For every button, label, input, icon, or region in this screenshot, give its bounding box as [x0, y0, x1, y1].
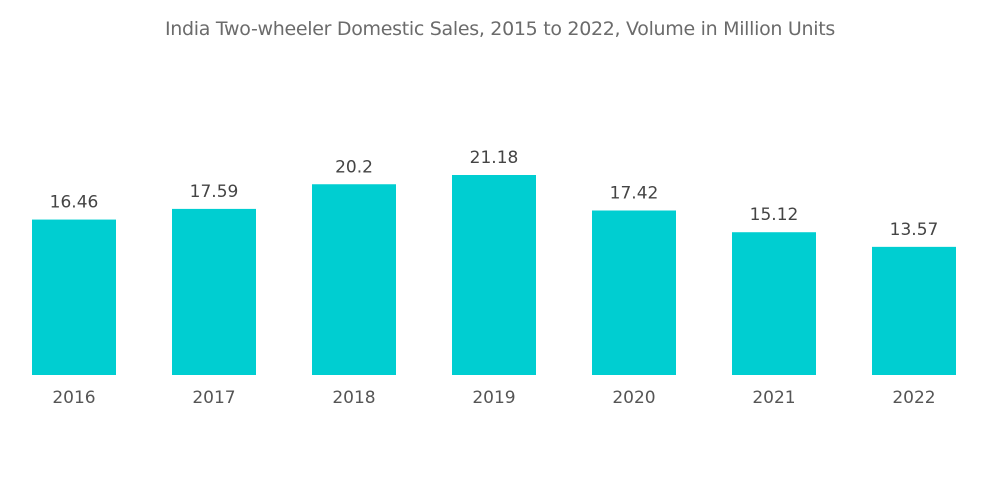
value-label-2017: 17.59 — [190, 182, 239, 202]
bar-2020 — [592, 210, 676, 375]
bar-2018 — [312, 184, 396, 375]
x-tick-label-2016: 2016 — [52, 388, 95, 408]
value-label-2021: 15.12 — [750, 205, 799, 225]
x-tick-label-2017: 2017 — [192, 388, 235, 408]
bar-2022 — [872, 246, 956, 375]
chart-title: India Two-wheeler Domestic Sales, 2015 t… — [165, 18, 835, 40]
value-label-2019: 21.18 — [470, 148, 519, 168]
x-tick-label-2021: 2021 — [752, 388, 795, 408]
value-label-2022: 13.57 — [890, 220, 939, 240]
x-tick-label-2018: 2018 — [332, 388, 375, 408]
x-axis-ticks-group: 2016 2017 2018 2019 2020 2021 2022 — [52, 388, 935, 408]
bar-2016 — [32, 219, 116, 375]
x-tick-label-2020: 2020 — [612, 388, 655, 408]
value-label-2016: 16.46 — [50, 193, 99, 213]
value-label-2020: 17.42 — [610, 184, 659, 204]
x-tick-label-2019: 2019 — [472, 388, 515, 408]
value-labels-group: 16.46 17.59 20.2 21.18 17.42 15.12 13.57 — [50, 148, 939, 240]
x-tick-label-2022: 2022 — [892, 388, 935, 408]
bar-2019 — [452, 175, 536, 375]
bars-group — [32, 175, 956, 375]
bar-2021 — [732, 232, 816, 375]
bar-2017 — [172, 208, 256, 375]
value-label-2018: 20.2 — [335, 157, 373, 177]
